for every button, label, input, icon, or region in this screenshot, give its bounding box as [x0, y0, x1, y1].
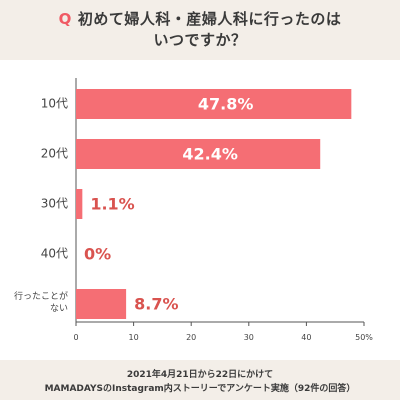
category-label: 30代 — [41, 197, 68, 211]
x-tick-label: 20 — [186, 333, 196, 342]
x-tick-label: 40 — [301, 333, 311, 342]
bar — [76, 189, 83, 219]
footnote-line1: 2021年4月21日から22日にかけて — [126, 370, 274, 380]
bar — [76, 89, 352, 119]
bar-chart: 0 10 20 30 40 50% 10代 47.8% 20代 42.4% 30代 1.1% 40代 0%… — [14, 78, 373, 342]
footnote-line2: MAMADAYSのInstagram内ストーリーでアンケート実施（92件の回答） — [44, 384, 356, 394]
category-label: 10代 — [41, 97, 68, 111]
value-label: 42.4% — [182, 145, 238, 164]
bar — [76, 139, 321, 169]
q-mark: Q — [58, 10, 72, 28]
category-label: 行ったことがない — [14, 290, 68, 314]
x-tick-label: 0 — [73, 333, 78, 342]
title-text-1: 初めて婦人科・産婦人科に行ったのは — [77, 10, 342, 28]
x-tick-label: 10 — [129, 333, 139, 342]
value-label: 47.8% — [198, 95, 254, 114]
bar — [76, 289, 127, 319]
chart-title-line1: Q 初めて婦人科・産婦人科に行ったのは — [0, 8, 400, 29]
chart-panel: 0 10 20 30 40 50% 10代 47.8% 20代 42.4% 30代 1.1% 40代 0%… — [0, 60, 400, 360]
chart-header: Q 初めて婦人科・産婦人科に行ったのは いつですか？ — [0, 0, 400, 56]
value-label: 0% — [84, 245, 111, 264]
category-label: 40代 — [41, 247, 68, 261]
x-tick-label: 30 — [244, 333, 254, 342]
category-label: 20代 — [41, 147, 68, 161]
survey-footnote: 2021年4月21日から22日にかけて MAMADAYSのInstagram内ス… — [0, 362, 400, 400]
value-label: 1.1% — [90, 195, 134, 214]
x-tick-label: 50% — [355, 333, 373, 342]
value-label: 8.7% — [134, 295, 178, 314]
chart-title-line2: いつですか？ — [153, 31, 247, 49]
